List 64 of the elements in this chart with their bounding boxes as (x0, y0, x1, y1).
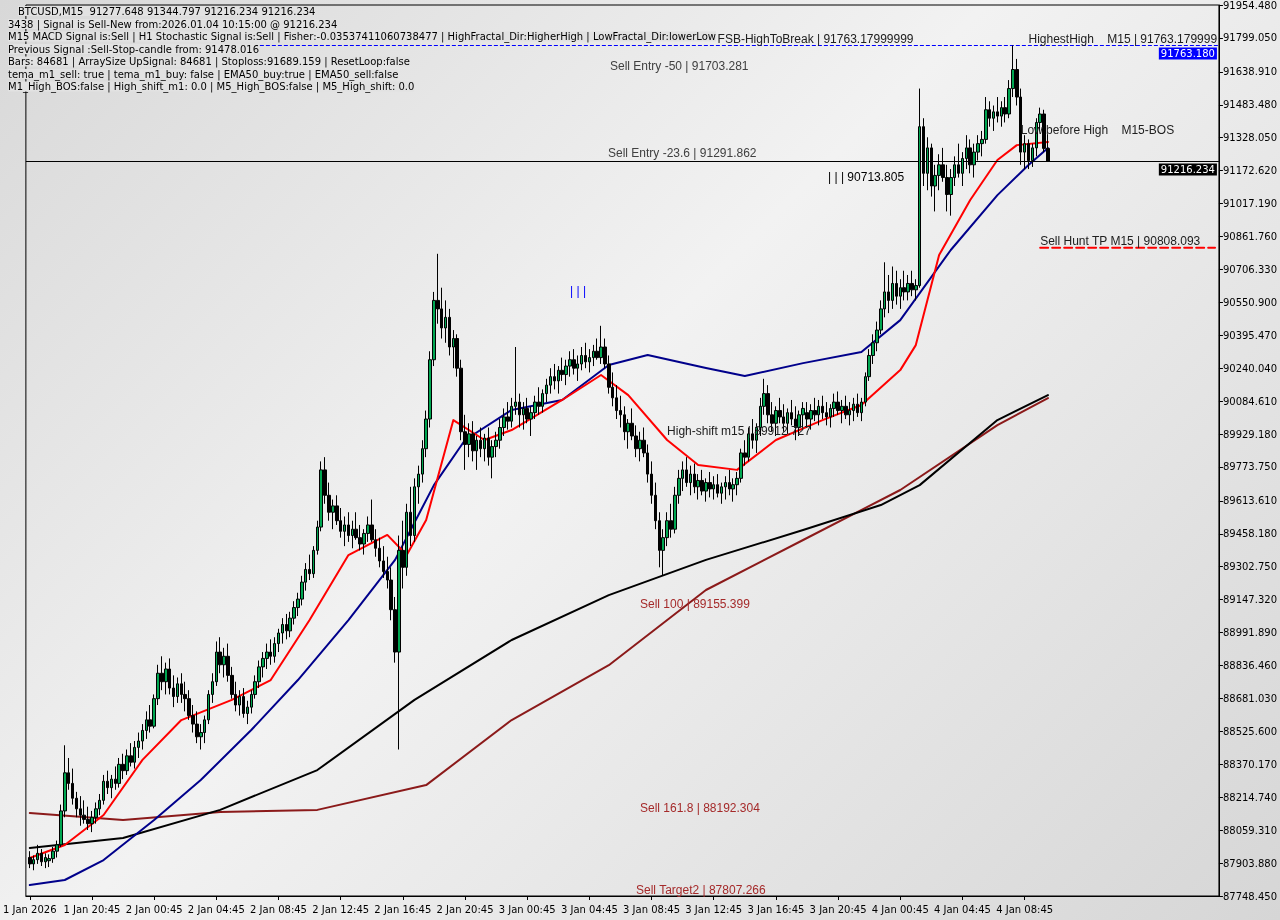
y-tick-label: 88525.600 (1222, 725, 1277, 737)
y-tick-label: 91954.480 (1222, 0, 1277, 11)
y-tick-label: 90395.470 (1222, 329, 1277, 341)
x-tick-label: 2 Jan 08:45 (250, 903, 307, 915)
y-tick-label: 88214.740 (1222, 791, 1277, 803)
x-tick-label: 2 Jan 00:45 (125, 903, 183, 915)
x-tick-label: 4 Jan 04:45 (933, 903, 991, 915)
x-tick-label: 1 Jan 2026 (2, 903, 57, 915)
y-tick-label: 88681.030 (1222, 692, 1277, 704)
y-tick-label: 91638.910 (1222, 66, 1277, 78)
ref-line-label: 91216.234 (1160, 163, 1215, 175)
y-tick-label: 88059.310 (1222, 824, 1277, 836)
annotation: Bars: 84681 | ArraySize UpSignal: 84681 | Stoploss:91689.159 | ResetLoop:false (8, 56, 410, 68)
y-tick-label: 89929.180 (1222, 428, 1277, 440)
chart-title: BTCUSD,M15 91277.648 91344.797 91216.234 91216.234 (18, 5, 316, 17)
annotation: HighestHigh M15 | 91763.179999 (1028, 31, 1218, 46)
annotation: M1_High_BOS:false | High_shift_m1: 0.0 | M5_High_BOS:false | M5_High_shift: 0.0 (8, 81, 415, 93)
x-tick-label: 2 Jan 12:45 (312, 903, 370, 915)
annotation: Sell Target2 | 87807.266 (636, 883, 766, 897)
x-tick-label: 3 Jan 04:45 (560, 903, 618, 915)
annotation: Sell 100 | 89155.399 (640, 597, 751, 611)
y-tick-label: 87748.450 (1222, 890, 1277, 902)
y-tick-label: 91799.050 (1222, 32, 1277, 44)
x-tick-label: 2 Jan 04:45 (187, 903, 245, 915)
y-tick-label: 90706.330 (1222, 263, 1277, 275)
y-tick-label: 89147.320 (1222, 594, 1277, 606)
y-tick-label: 89773.750 (1222, 461, 1277, 473)
x-tick-label: 4 Jan 00:45 (871, 903, 929, 915)
y-tick-label: 89458.180 (1222, 528, 1277, 540)
annotation: 3438 | Signal is Sell-New from:2026.01.04 10:15:00 @ 91216.234 (8, 18, 338, 31)
annotation: | | | 90713.805 (828, 170, 905, 184)
annotation: Previous Signal :Sell-Stop-candle from: 91478.016 (8, 43, 260, 55)
ref-line-label: 91763.180 (1160, 48, 1215, 60)
y-tick-label: 90861.760 (1222, 230, 1277, 242)
y-tick-label: 90240.040 (1222, 362, 1277, 374)
y-tick-label: 91172.620 (1222, 165, 1277, 177)
x-tick-label: 4 Jan 08:45 (996, 903, 1054, 915)
x-tick-label: 1 Jan 20:45 (63, 903, 121, 915)
y-tick-label: 89302.750 (1222, 561, 1277, 573)
x-tick-label: 3 Jan 00:45 (498, 903, 556, 915)
annotation: FSB-HighToBreak | 91763.17999999 (717, 31, 914, 46)
x-tick-label: 3 Jan 08:45 (623, 903, 681, 915)
annotation: Sell Entry -23.6 | 91291.862 (608, 146, 757, 160)
annotation: Sell Hunt TP M15 | 90808.093 (1040, 233, 1201, 248)
y-tick-label: 91017.190 (1222, 198, 1277, 210)
annotation: Sell Entry -50 | 91703.281 (610, 59, 749, 73)
y-tick-label: 90550.900 (1222, 296, 1277, 308)
y-tick-label: 89613.610 (1222, 495, 1277, 507)
x-tick-label: 3 Jan 12:45 (685, 903, 743, 915)
annotation: | | | (570, 284, 587, 298)
x-tick-label: 3 Jan 16:45 (747, 903, 805, 915)
y-tick-label: 91483.480 (1222, 99, 1277, 111)
x-tick-label: 2 Jan 20:45 (436, 903, 494, 915)
annotation: tema_m1_sell: true | tema_m1_buy: false | EMA50_buy:true | EMA50_sell:false (8, 68, 399, 81)
x-tick-label: 3 Jan 20:45 (809, 903, 867, 915)
y-tick-label: 91328.050 (1222, 132, 1277, 144)
annotation: Sell 161.8 | 88192.304 (640, 801, 761, 815)
x-tick-label: 2 Jan 16:45 (374, 903, 432, 915)
y-tick-label: 87903.880 (1222, 857, 1277, 869)
y-tick-label: 88991.890 (1222, 627, 1277, 639)
y-tick-label: 90084.610 (1222, 395, 1277, 407)
y-tick-label: 88836.460 (1222, 660, 1277, 672)
annotation: M15 MACD Signal is:Sell | H1 Stochastic Signal is:Sell | Fisher:-0.03537411060738477 | HighFractal_Dir:HigherHigh | LowFractal_Dir:lowerLow (8, 31, 717, 43)
y-tick-label: 88370.170 (1222, 758, 1277, 770)
